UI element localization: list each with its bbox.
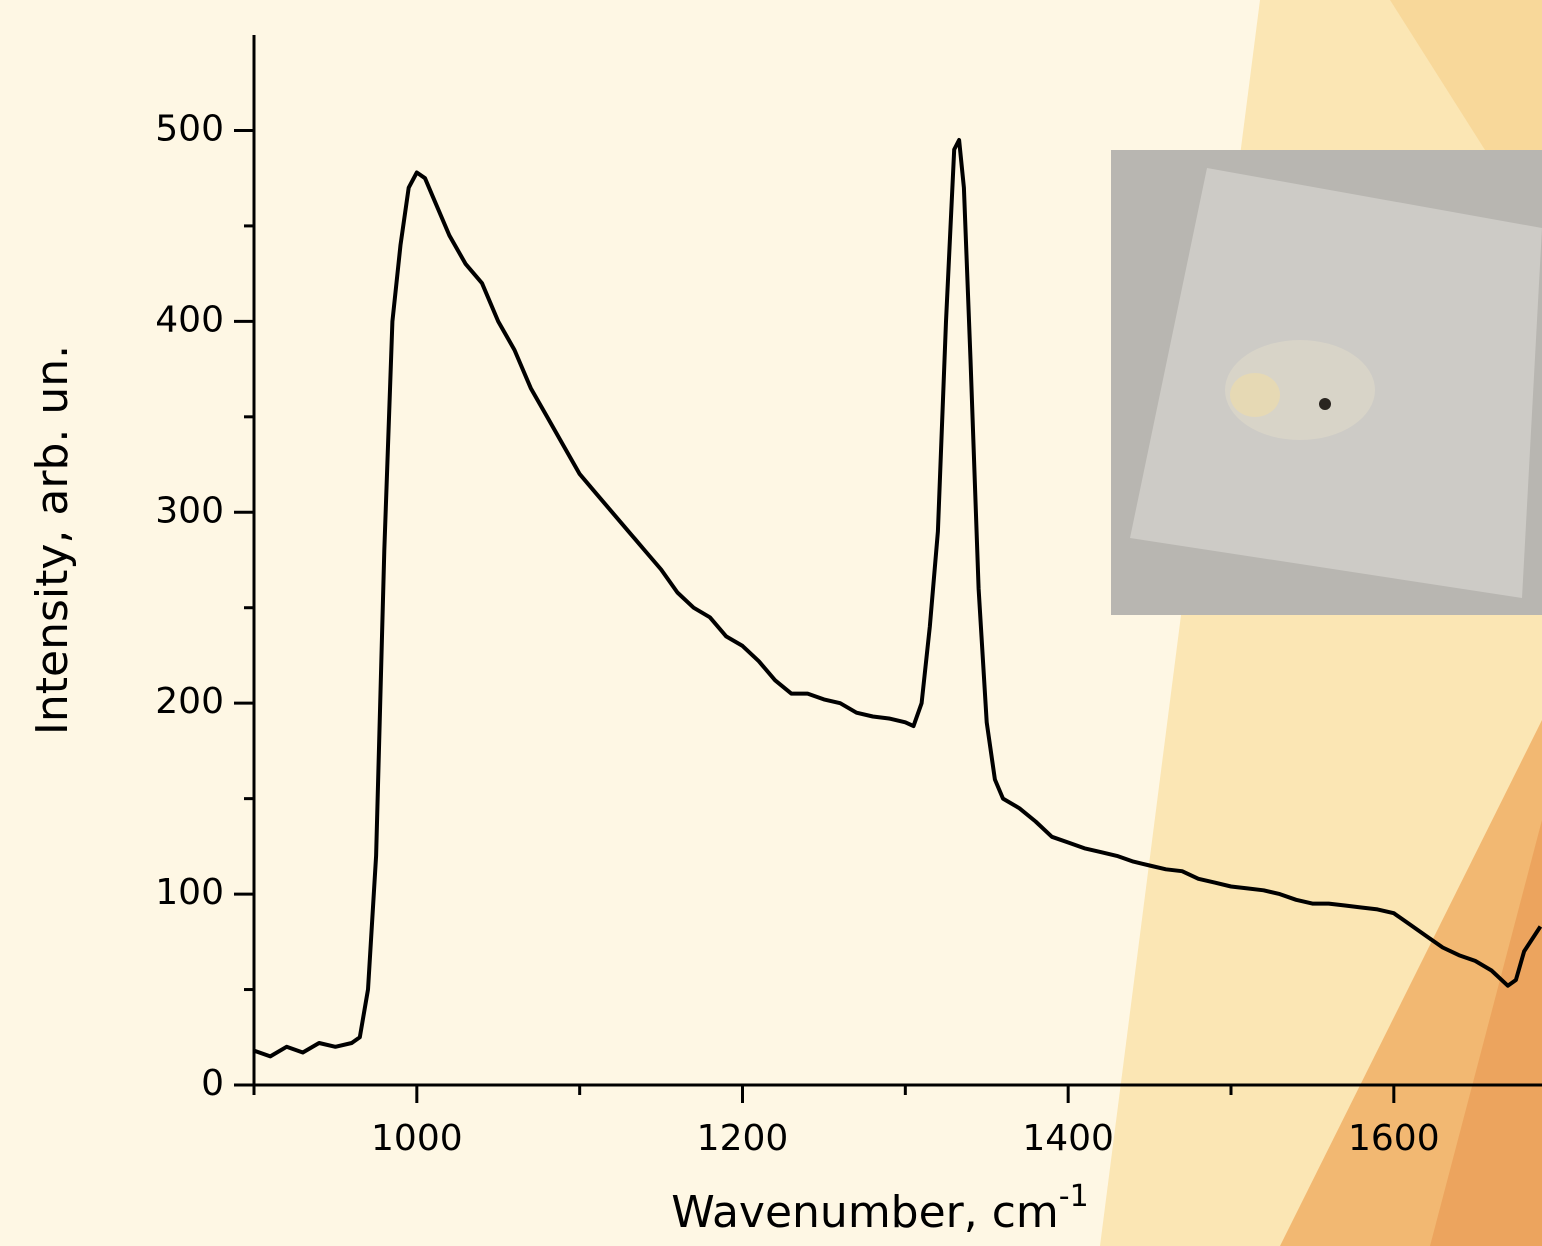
x-axis-label-main: Wavenumber, cm [671, 1187, 1059, 1238]
x-tick-label: 1000 [371, 1118, 463, 1159]
y-tick-label: 0 [201, 1063, 224, 1104]
y-tick-label: 200 [155, 681, 224, 722]
x-tick-label: 1400 [1022, 1118, 1114, 1159]
photo-spot [1230, 373, 1280, 417]
y-tick-label: 300 [155, 490, 224, 531]
decor-band [1430, 820, 1542, 1246]
spectrum-line [253, 138, 1542, 1059]
inset-photo [1111, 150, 1542, 615]
photo-spot [1319, 398, 1331, 410]
x-axis-label-sup: -1 [1059, 1179, 1089, 1214]
y-tick-label: 400 [155, 299, 224, 340]
x-tick-label: 1200 [697, 1118, 789, 1159]
x-axis-label: Wavenumber, cm-1 [671, 1179, 1088, 1239]
y-tick-label: 100 [155, 872, 224, 913]
y-axis-label: Intensity, arb. un. [27, 345, 78, 735]
y-tick-label: 500 [155, 108, 224, 149]
x-tick-label: 1600 [1348, 1118, 1440, 1159]
